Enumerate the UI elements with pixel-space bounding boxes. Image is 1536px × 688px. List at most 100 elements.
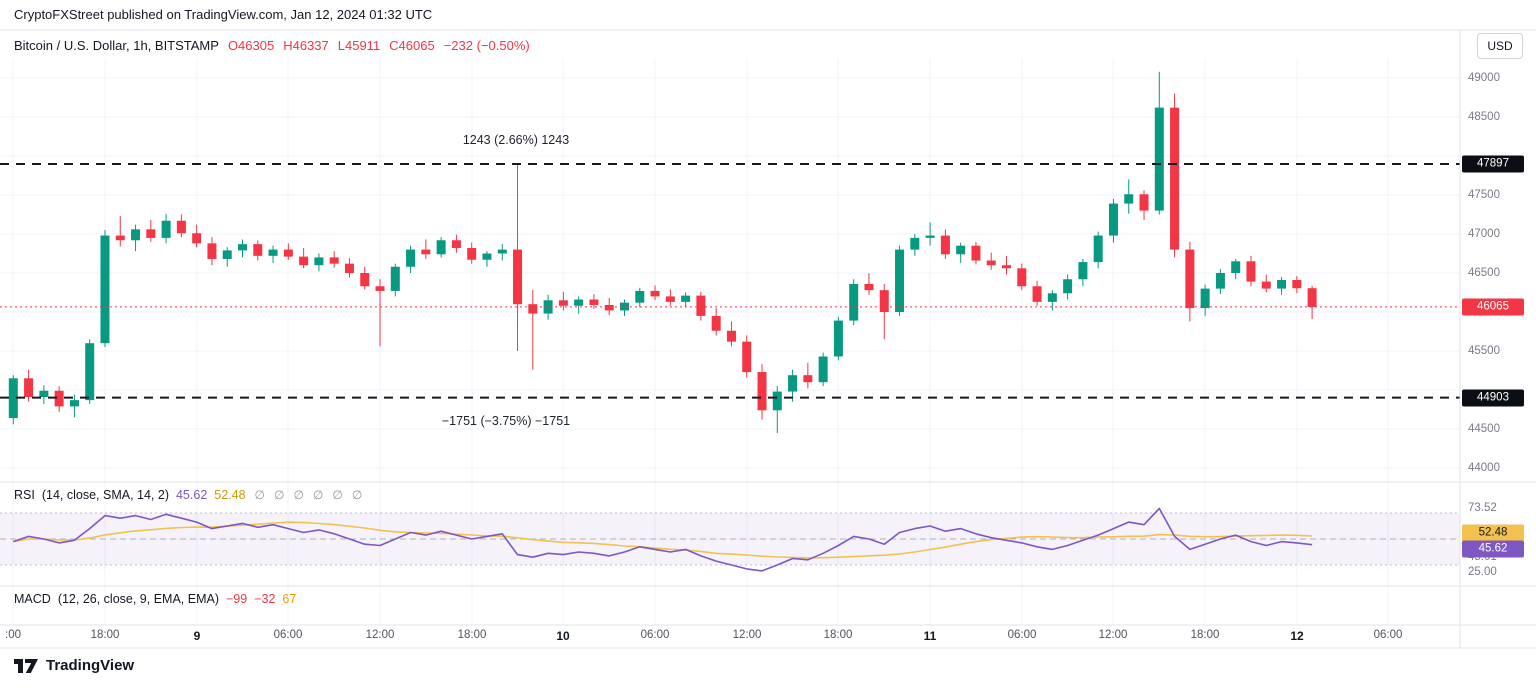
macd-legend: MACD (12, 26, close, 9, EMA, EMA) −99 −3… xyxy=(14,592,296,606)
candle-body xyxy=(406,249,416,267)
candle-body xyxy=(360,273,370,287)
rsi-ma-value: 52.48 xyxy=(214,488,246,502)
candle-body xyxy=(726,330,736,342)
price-tick-label: 49000 xyxy=(1468,72,1500,84)
time-tick-label: 06:00 xyxy=(1373,629,1403,641)
rsi-toolbar-icon[interactable]: ∅ xyxy=(332,488,343,502)
time-tick-label: 06:00 xyxy=(640,629,670,641)
rsi-toolbar-icon[interactable]: ∅ xyxy=(312,488,324,502)
candle-body xyxy=(39,390,49,398)
tradingview-brand-text: TradingView xyxy=(46,657,135,674)
candle-body xyxy=(757,372,767,411)
time-tick-label: 18:00 xyxy=(457,629,487,641)
candle-body xyxy=(940,235,950,255)
rsi-value: 45.62 xyxy=(175,488,208,502)
candle-body xyxy=(54,390,64,407)
symbol-legend: Bitcoin / U.S. Dollar, 1h, BITSTAMP O463… xyxy=(14,38,530,53)
candle-body xyxy=(176,220,186,234)
time-tick-label: 18:00 xyxy=(90,629,120,641)
price-tick-label: 44000 xyxy=(1468,462,1500,474)
ohlc-open: O46305 xyxy=(227,38,275,53)
macd-title: MACD xyxy=(14,592,51,606)
candle-body xyxy=(833,320,843,357)
candle-body xyxy=(1292,280,1302,289)
candle-body xyxy=(100,235,110,344)
candle-body xyxy=(268,249,278,256)
candle-body xyxy=(1246,261,1256,282)
rsi-line xyxy=(13,507,1313,572)
candle-body xyxy=(69,400,79,407)
candle-body xyxy=(1017,268,1027,287)
rsi-ma-label: 52.48 xyxy=(1462,524,1524,542)
candle-body xyxy=(604,304,614,311)
time-day-label: 11 xyxy=(923,629,937,643)
candle-body xyxy=(711,315,721,331)
candle-body xyxy=(681,295,691,302)
candle-body xyxy=(1307,288,1317,307)
rsi-legend: RSI (14, close, SMA, 14, 2) 45.62 52.48 … xyxy=(14,488,362,502)
time-axis[interactable]: :00 18:00 9 06:00 12:00 18:00 10 06:00 12:00 18:0… xyxy=(0,627,1460,647)
candle-body xyxy=(314,257,324,266)
price-tick-label: 73.52 xyxy=(1468,502,1497,515)
candle-body xyxy=(696,295,706,316)
macd-signal-value: 67 xyxy=(282,592,297,606)
candle-body xyxy=(24,378,34,398)
candle-body xyxy=(1261,281,1271,289)
time-tick-label: 12:00 xyxy=(365,629,395,641)
candle-body xyxy=(1139,194,1149,211)
price-tick-label: 25.00 xyxy=(1468,565,1497,578)
symbol-title[interactable]: Bitcoin / U.S. Dollar, 1h, BITSTAMP xyxy=(14,38,219,53)
rsi-toolbar-icon[interactable]: ∅ xyxy=(293,488,304,502)
upper-level-label: 47897 xyxy=(1462,155,1524,173)
candle-body xyxy=(543,300,553,314)
time-tick-label: 06:00 xyxy=(1007,629,1037,641)
candle-body xyxy=(849,283,859,321)
candle-body xyxy=(115,235,125,241)
candle-body xyxy=(482,253,492,260)
candle-body xyxy=(788,375,798,392)
candle-body xyxy=(253,244,263,256)
candle-body xyxy=(925,235,935,238)
candle-body xyxy=(1185,249,1195,309)
last-price-label: 46065 xyxy=(1462,298,1524,316)
candle-body xyxy=(864,283,874,291)
rsi-toolbar-icon[interactable]: ∅ xyxy=(351,488,363,502)
time-day-label: 12 xyxy=(1290,629,1304,643)
price-tick-label: 48500 xyxy=(1468,111,1500,123)
candle-body xyxy=(283,249,293,257)
price-axis[interactable]: 49000 48500 47500 47000 46500 45500 44500 44000… xyxy=(1461,30,1536,630)
time-tick-label: :00 xyxy=(5,629,21,641)
currency-usd-button[interactable]: USD xyxy=(1477,33,1523,59)
candle-body xyxy=(436,240,446,255)
candle-body xyxy=(467,248,477,260)
candle-body xyxy=(665,296,675,302)
candle-body xyxy=(299,256,309,266)
candle-body xyxy=(528,304,538,314)
price-tick-label: 47500 xyxy=(1468,189,1500,201)
rsi-toolbar-icon[interactable]: ∅ xyxy=(254,488,265,502)
candle-body xyxy=(329,257,339,264)
time-day-label: 10 xyxy=(556,629,570,643)
range-annotation-lower[interactable]: −1751 (−3.75%) −1751 xyxy=(441,414,571,428)
time-tick-label: 12:00 xyxy=(732,629,762,641)
candle-body xyxy=(1047,293,1057,302)
lower-level-label: 44903 xyxy=(1462,389,1524,407)
candle-body xyxy=(1078,262,1088,280)
candle-body xyxy=(818,356,828,383)
rsi-value-label: 45.62 xyxy=(1462,540,1524,558)
candle-body xyxy=(497,249,507,254)
candle-body xyxy=(8,378,18,419)
range-annotation-upper[interactable]: 1243 (2.66%) 1243 xyxy=(462,133,570,147)
time-day-label: 9 xyxy=(193,629,201,643)
candle-body xyxy=(971,245,981,261)
candle-body xyxy=(1231,261,1241,273)
price-tick-label: 47000 xyxy=(1468,228,1500,240)
rsi-toolbar-icon[interactable]: ∅ xyxy=(274,488,285,502)
tradingview-logo-icon xyxy=(14,658,38,673)
candle-body xyxy=(986,260,996,266)
ohlc-low: L45911 xyxy=(337,38,381,53)
candle-body xyxy=(451,240,461,249)
tradingview-link[interactable]: TradingView xyxy=(13,657,134,674)
